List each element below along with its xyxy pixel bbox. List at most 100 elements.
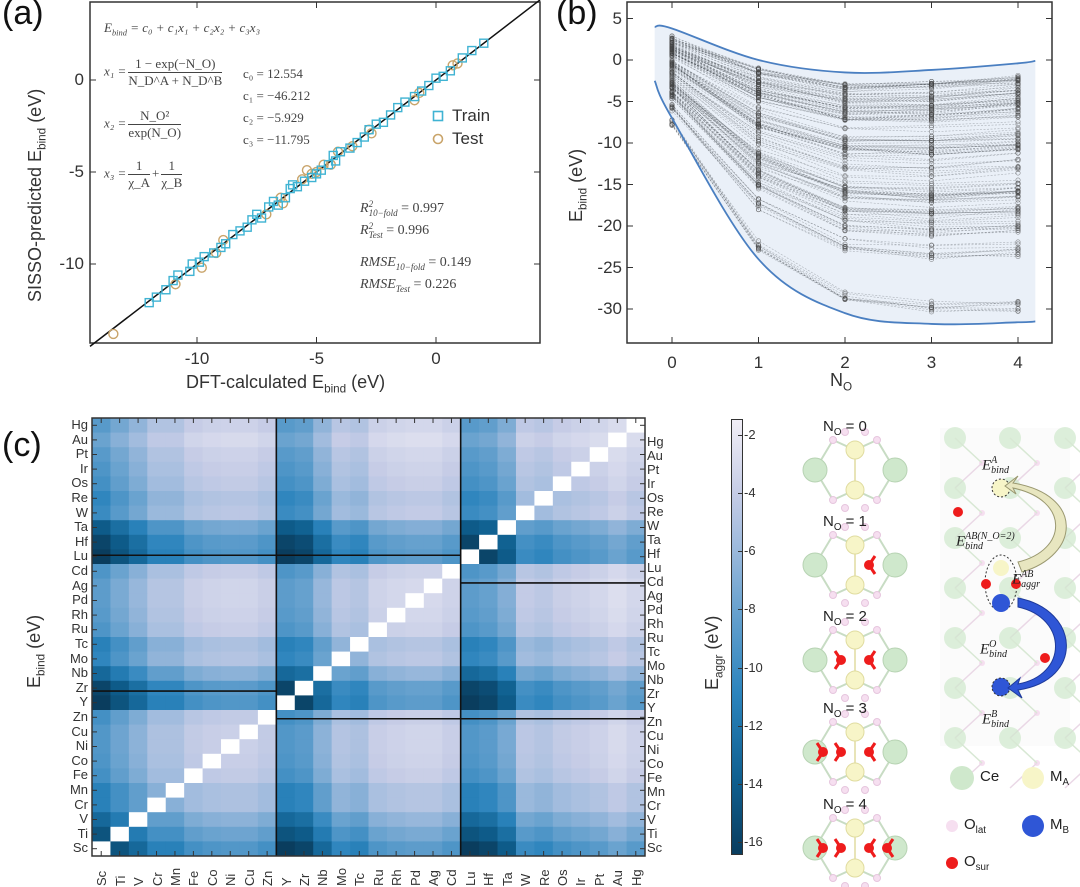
series-marker [842, 89, 848, 95]
heatmap-cell [515, 622, 535, 638]
heatmap-cell [239, 607, 259, 623]
y-tick-label: 0 [74, 70, 84, 89]
series-marker [755, 78, 761, 84]
series-line [671, 61, 1019, 141]
heatmap-cell [202, 826, 222, 842]
series-marker [1015, 85, 1021, 91]
heatmap-cell [442, 768, 462, 784]
heatmap-cell [184, 710, 203, 725]
heatmap-cell [534, 593, 554, 609]
heatmap-cell [589, 520, 609, 536]
heatmap-cell [276, 520, 296, 536]
series-marker [755, 171, 761, 177]
train-point [199, 251, 209, 262]
heatmap-cell [350, 418, 369, 433]
heatmap-cell [460, 607, 480, 623]
heatmap-cell [331, 447, 351, 463]
series-marker [669, 62, 675, 68]
heatmap-cell [331, 826, 351, 842]
heatmap-cell [202, 622, 222, 638]
series-marker [928, 221, 934, 227]
series-marker [755, 138, 761, 144]
series-marker [928, 119, 934, 125]
heatmap-cell [184, 593, 203, 609]
series-line [671, 57, 1019, 129]
heatmap-cell [294, 418, 314, 433]
series-marker [1015, 146, 1021, 152]
heatmap-cell [202, 651, 222, 667]
series-marker [842, 109, 848, 115]
series-line [671, 84, 1019, 201]
heatmap-cell [128, 418, 148, 433]
metric-0: R 2 10−fold = 0.997 [360, 199, 445, 218]
heatmap-cell [257, 739, 277, 755]
series-marker [669, 49, 675, 55]
series-marker [755, 184, 761, 190]
heatmap-cell [128, 651, 148, 667]
series-marker [1015, 177, 1021, 183]
test-point [296, 174, 308, 185]
series-marker [1015, 191, 1021, 197]
series-marker [1015, 299, 1021, 305]
colorbar-tick [738, 609, 742, 611]
bond-line [954, 687, 983, 714]
train-point [144, 297, 154, 308]
heatmap-cell [331, 593, 351, 609]
heatmap-cell [515, 447, 535, 463]
heatmap-cell [442, 578, 462, 594]
heatmap-cell [626, 520, 646, 536]
heatmap-cell [405, 680, 425, 696]
heatmap-cell [92, 680, 111, 696]
series-marker [842, 293, 848, 299]
heatmap-cell [294, 505, 314, 521]
heatmap-cell [626, 710, 646, 725]
heatmap-cell [442, 637, 462, 652]
series-marker [928, 307, 934, 313]
heatmap-cell [423, 666, 443, 682]
heatmap-cell [257, 768, 277, 784]
heatmap-cell [276, 797, 296, 813]
heatmap-cell [128, 593, 148, 609]
heatmap-cell [165, 812, 185, 828]
heatmap-cell [350, 637, 369, 652]
heatmap-cell [515, 418, 535, 433]
series-marker [1015, 139, 1021, 145]
heatmap-cell [423, 593, 443, 609]
heatmap-cell [184, 432, 203, 448]
heatmap-cell [110, 432, 130, 448]
heatmap-cell [147, 812, 167, 828]
heatmap-cell [331, 651, 351, 667]
heatmap-cell [184, 607, 203, 623]
heatmap-cell [165, 549, 185, 565]
o-sur-atom [836, 747, 846, 757]
heatmap-cell [313, 461, 333, 477]
heatmap-cell [423, 637, 443, 652]
heatmap-cell [552, 622, 572, 638]
row-label-right: Pd [647, 602, 663, 617]
series-marker [842, 107, 848, 113]
heatmap-cell [147, 666, 167, 682]
heatmap-cell [239, 651, 259, 667]
legend-test-label: Test [452, 129, 484, 148]
heatmap-cell [423, 418, 443, 433]
heatmap-cell [276, 447, 296, 463]
series-line [671, 79, 1019, 189]
train-point [352, 137, 362, 148]
train-point [256, 213, 267, 223]
heatmap-cell [147, 797, 167, 813]
model-equation: Ebind = c₀ + c₁x₁ + c₂x₂ + c₃x₃ [104, 20, 261, 38]
heatmap-cell [276, 418, 296, 433]
heatmap-cell [626, 447, 646, 463]
series-line [671, 82, 1019, 200]
series-marker [928, 103, 934, 109]
heatmap-cell [313, 768, 333, 784]
series-marker [842, 187, 848, 193]
metric-3: RMSE Test = 0.226 [360, 277, 457, 294]
heatmap-cell [147, 841, 167, 857]
heatmap-cell [460, 549, 480, 565]
heatmap-frame [91, 417, 646, 857]
heatmap-cell [294, 578, 314, 594]
heatmap-cell [386, 680, 406, 696]
heatmap-cell [92, 637, 111, 652]
